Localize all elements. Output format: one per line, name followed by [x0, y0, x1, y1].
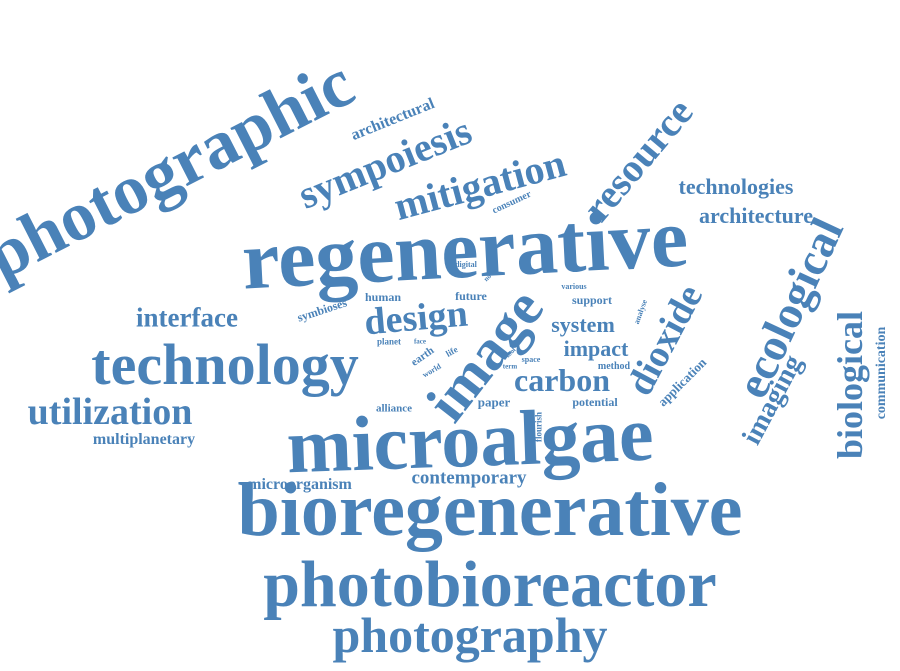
- word-dioxide: dioxide: [620, 279, 709, 401]
- word-technologies: technologies: [679, 176, 794, 198]
- word-analyse: analyse: [633, 299, 649, 326]
- word-future: future: [455, 290, 487, 302]
- word-method: method: [598, 362, 630, 372]
- word-carbon: carbon: [514, 364, 610, 396]
- word-architecture: architecture: [699, 205, 813, 227]
- word-flourish: flourish: [535, 412, 544, 442]
- word-contemporary: contemporary: [411, 469, 526, 488]
- word-utilization: utilization: [28, 393, 193, 431]
- word-face: face: [414, 339, 426, 346]
- word-various: various: [561, 283, 586, 291]
- word-technology: technology: [91, 336, 358, 394]
- word-photography: photography: [332, 610, 607, 660]
- word-biological: biological: [832, 311, 868, 459]
- word-potential: potential: [572, 396, 617, 408]
- word-impact: impact: [564, 338, 629, 360]
- word-digital: digital: [455, 261, 477, 269]
- word-support: support: [572, 294, 612, 306]
- word-space: space: [522, 356, 541, 364]
- word-multiplanetary: multiplanetary: [93, 432, 195, 448]
- word-communication: communication: [875, 327, 889, 420]
- word-planet: planet: [377, 338, 401, 347]
- word-microorganism: microorganism: [248, 477, 352, 493]
- word-human: human: [365, 291, 401, 303]
- word-interface: interface: [136, 305, 238, 332]
- word-paper: paper: [478, 396, 511, 409]
- word-system: system: [551, 314, 615, 336]
- word-alliance: alliance: [376, 404, 412, 415]
- word-term: term: [503, 364, 517, 371]
